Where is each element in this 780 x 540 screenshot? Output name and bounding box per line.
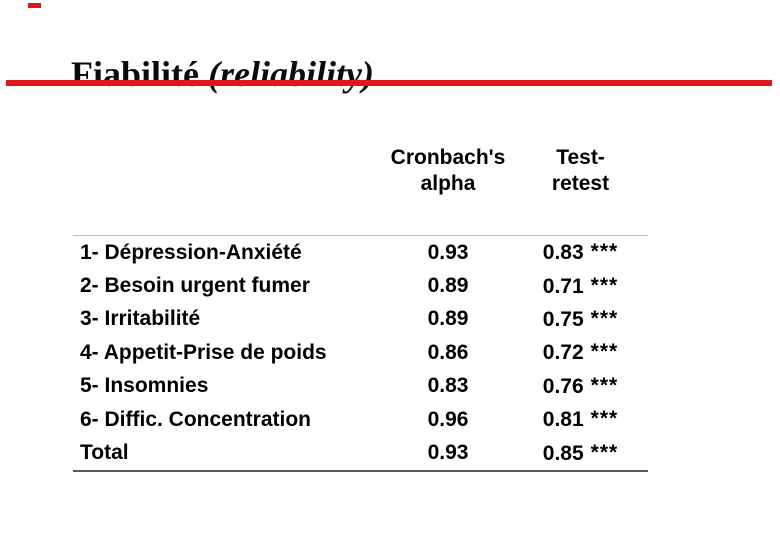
header-test-retest: Test- retest [551, 146, 610, 195]
test-retest-value: 0.83 *** [513, 240, 648, 265]
table-row: 4- Appetit-Prise de poids 0.86 0.72 *** [73, 336, 648, 369]
table-row: 5- Insomnies 0.83 0.76 *** [73, 370, 648, 403]
red-dash-mark [28, 3, 41, 8]
page-title: Fiabilité (reliability) [71, 54, 374, 95]
row-label: 3- Irritabilité [80, 307, 201, 331]
row-label: 6- Diffic. Concentration [80, 407, 312, 431]
retest-number: 0.72 [542, 341, 584, 365]
retest-number: 0.85 [542, 441, 584, 465]
significance-stars: *** [590, 407, 619, 431]
table-bottom-border [73, 470, 648, 472]
header-cronbach-alpha: Cronbach's alpha [390, 146, 506, 195]
title-underline [6, 80, 772, 86]
retest-number: 0.75 [542, 307, 584, 331]
cronbach-alpha-value: 0.93 [427, 240, 469, 264]
title-regular-text: Fiabilité [71, 54, 208, 95]
test-retest-value: 0.75 *** [513, 307, 648, 332]
cronbach-alpha-value: 0.83 [427, 374, 469, 398]
significance-stars: *** [590, 440, 619, 464]
table-header-row: Cronbach's alpha Test- retest [73, 145, 648, 197]
table-row: Total 0.93 0.85 *** [73, 436, 648, 469]
test-retest-value: 0.71 *** [513, 274, 648, 299]
retest-number: 0.76 [542, 374, 584, 398]
significance-stars: *** [590, 240, 619, 264]
header-spacer [73, 145, 383, 197]
cronbach-alpha-value: 0.86 [427, 340, 469, 364]
table-row: 3- Irritabilité 0.89 0.75 *** [73, 303, 648, 336]
significance-stars: *** [590, 373, 619, 397]
test-retest-value: 0.85 *** [513, 441, 648, 466]
table-row: 1- Dépression-Anxiété 0.93 0.83 *** [73, 236, 648, 269]
retest-number: 0.81 [542, 408, 584, 432]
significance-stars: *** [590, 306, 619, 330]
table-row: 2- Besoin urgent fumer 0.89 0.71 *** [73, 269, 648, 302]
significance-stars: *** [590, 273, 619, 297]
row-label: Total [80, 441, 129, 465]
cronbach-alpha-value: 0.93 [427, 441, 469, 465]
title-italic-text: (reliability) [208, 54, 374, 95]
significance-stars: *** [590, 340, 619, 364]
retest-number: 0.71 [542, 274, 584, 298]
retest-number: 0.83 [542, 241, 584, 265]
table-row: 6- Diffic. Concentration 0.96 0.81 *** [73, 403, 648, 436]
cronbach-alpha-value: 0.89 [427, 274, 469, 298]
table-body: 1- Dépression-Anxiété 0.93 0.83 *** 2- Be… [73, 236, 648, 470]
cronbach-alpha-value: 0.89 [427, 307, 469, 331]
row-label: 1- Dépression-Anxiété [80, 240, 302, 264]
test-retest-value: 0.81 *** [513, 407, 648, 432]
cronbach-alpha-value: 0.96 [427, 407, 469, 431]
row-label: 4- Appetit-Prise de poids [80, 340, 327, 364]
row-label: 2- Besoin urgent fumer [80, 274, 310, 298]
row-label: 5- Insomnies [80, 374, 209, 398]
test-retest-value: 0.72 *** [513, 340, 648, 365]
table-header-divider [73, 235, 648, 236]
test-retest-value: 0.76 *** [513, 374, 648, 399]
